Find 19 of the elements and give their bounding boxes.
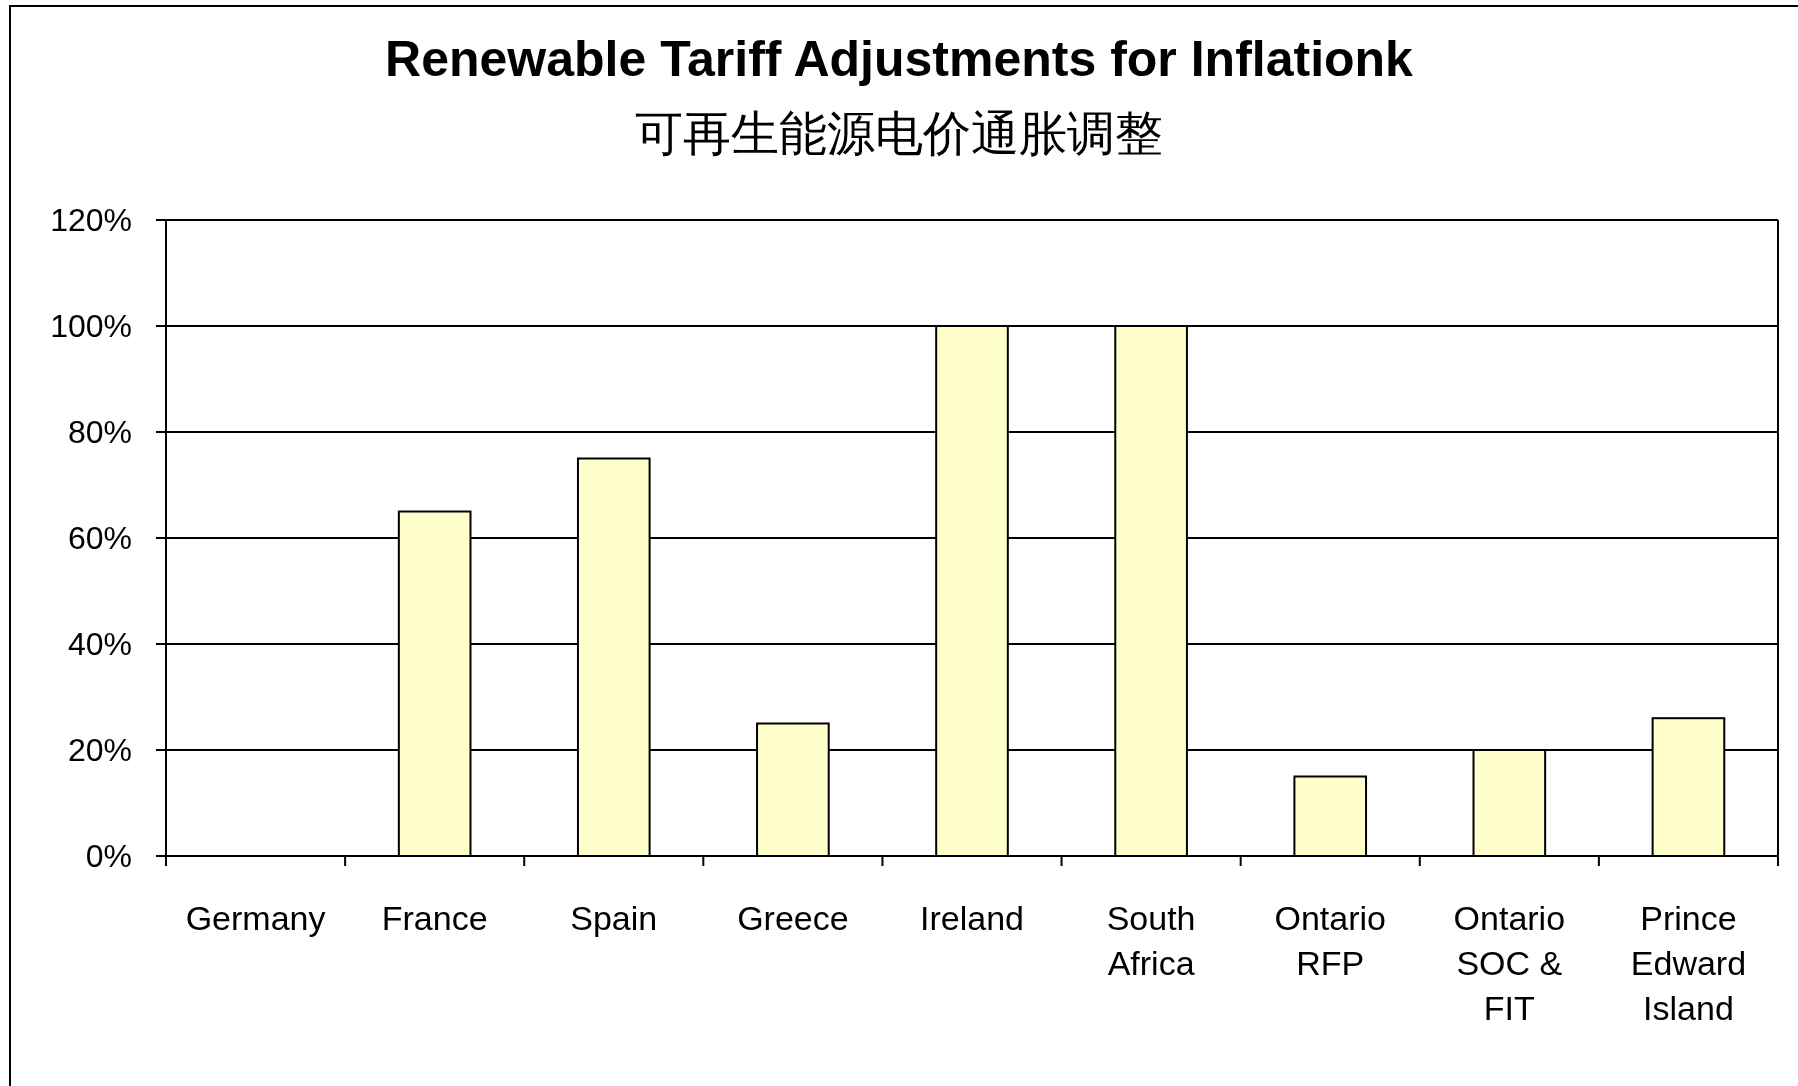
x-tick-label: Ontario SOC & FIT (1453, 899, 1566, 1027)
y-tick-label: 60% (67, 520, 132, 556)
y-tick-label: 120% (50, 202, 132, 238)
x-tick-label: Prince Edward Island (1630, 899, 1747, 1027)
y-tick-label: 20% (67, 732, 132, 768)
x-tick-label: Ireland (920, 899, 1024, 937)
y-tick-label: 100% (50, 308, 132, 344)
x-tick-label: Spain (570, 899, 658, 937)
y-tick-label: 80% (67, 414, 132, 450)
y-tick-label: 40% (67, 626, 132, 662)
x-tick-label: Germany (185, 899, 326, 937)
x-tick-label: Greece (737, 899, 849, 937)
chart-subtitle: 可再生能源电价通胀调整 (635, 105, 1163, 161)
bar (1293, 775, 1368, 857)
x-tick-label: Ontario RFP (1274, 899, 1386, 982)
y-tick-label: 0% (85, 838, 132, 874)
x-tick-label: South Africa (1106, 899, 1196, 982)
x-tick-label: France (381, 899, 488, 937)
chart-title: Renewable Tariff Adjustments for Inflationk (385, 31, 1414, 87)
